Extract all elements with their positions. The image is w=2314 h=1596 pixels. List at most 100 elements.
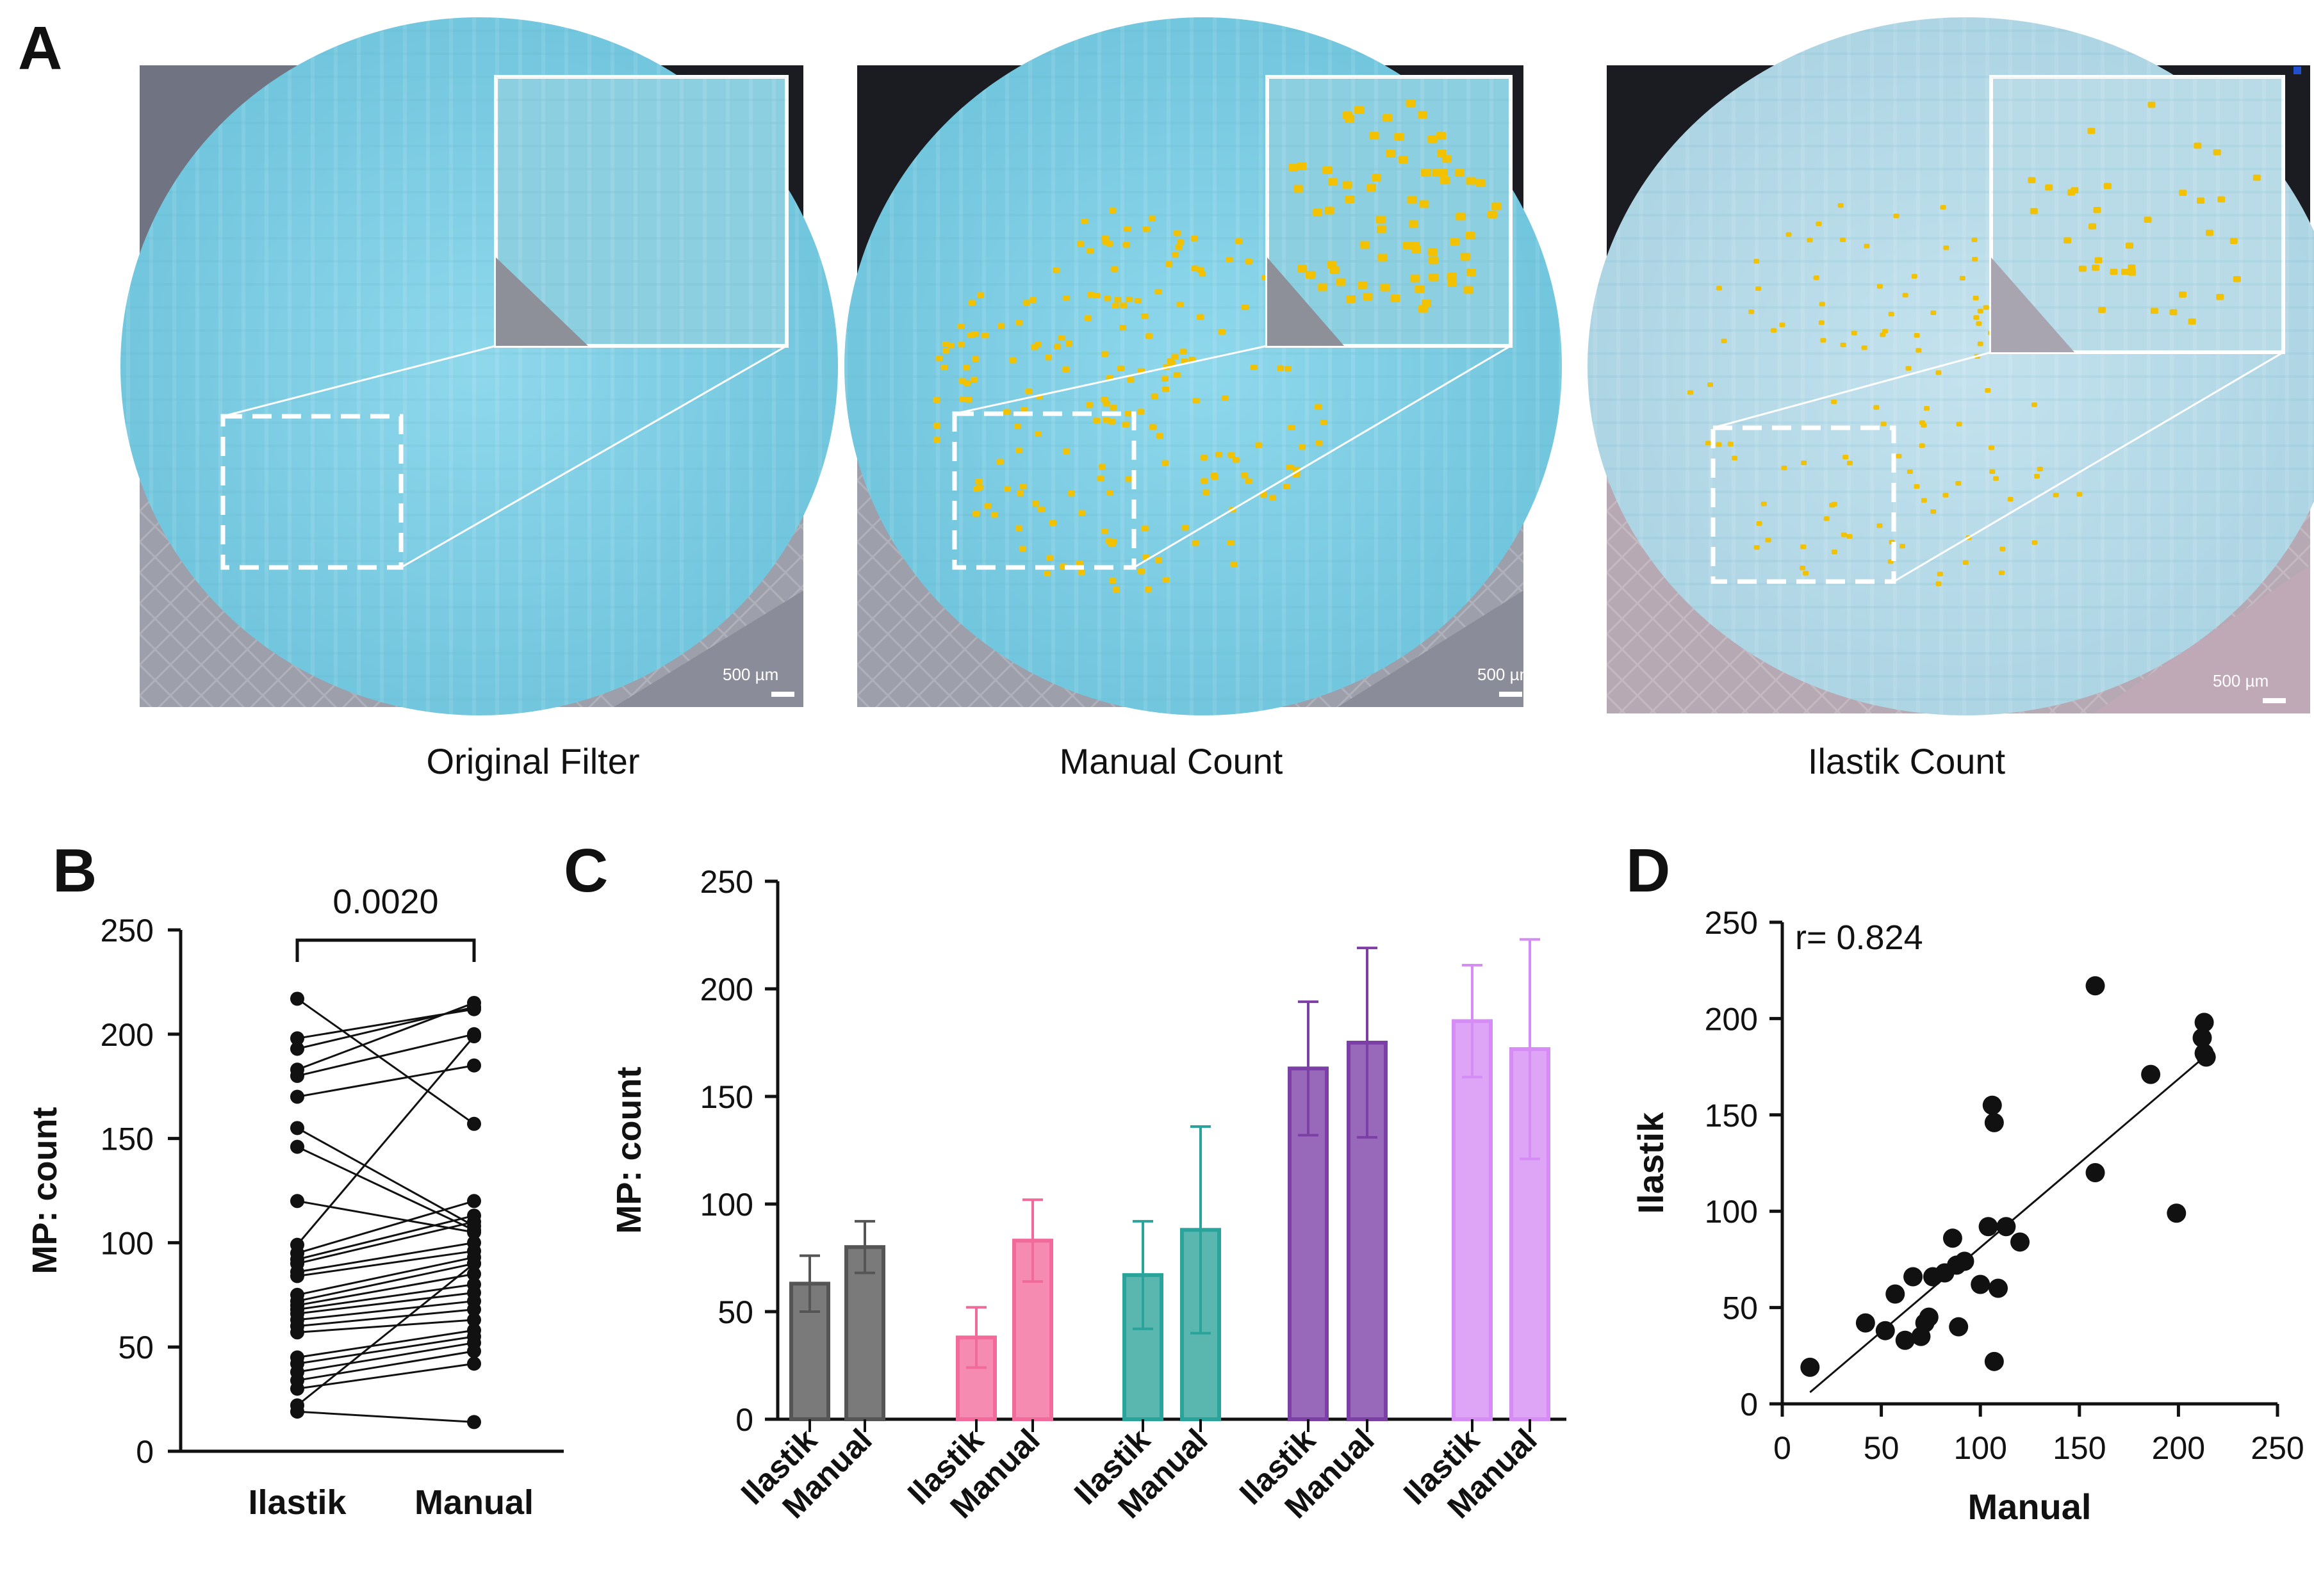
marker-dot xyxy=(2030,208,2038,215)
data-point xyxy=(2085,976,2105,996)
marker-dot xyxy=(1046,555,1054,561)
marker-dot xyxy=(1377,254,1388,262)
marker-dot xyxy=(1120,302,1128,309)
marker-dot xyxy=(965,396,972,403)
marker-dot xyxy=(1390,295,1400,303)
marker-dot xyxy=(1119,325,1127,331)
marker-dot xyxy=(1342,181,1352,189)
data-point xyxy=(1971,1274,1990,1294)
marker-dot xyxy=(1456,213,1466,221)
marker-dot xyxy=(1286,464,1294,470)
marker-dot xyxy=(2150,307,2158,314)
data-point xyxy=(467,995,481,1010)
marker-dot xyxy=(1781,465,1787,471)
marker-dot xyxy=(1460,252,1470,261)
marker-dot xyxy=(1032,500,1040,507)
marker-dot xyxy=(1142,226,1150,232)
marker-dot xyxy=(1972,257,1978,262)
marker-dot xyxy=(2121,268,2129,275)
data-point xyxy=(467,1058,481,1073)
marker-dot xyxy=(1760,501,1767,507)
marker-dot xyxy=(1971,237,1978,243)
marker-dot xyxy=(2045,184,2053,191)
marker-dot xyxy=(1755,286,1762,291)
marker-dot xyxy=(1177,239,1185,245)
marker-dot xyxy=(1999,546,2006,551)
marker-dot xyxy=(1354,106,1365,114)
marker-dot xyxy=(1466,268,1476,277)
marker-dot xyxy=(1122,421,1129,428)
data-point xyxy=(290,1041,304,1056)
scale-bar xyxy=(2263,698,2286,703)
marker-dot xyxy=(1241,472,1249,478)
chart-d: 0 50 100 150 200 250 0 50 100 150 200 250 r= 0.824… xyxy=(1630,905,2304,1527)
marker-dot xyxy=(972,510,980,517)
marker-dot xyxy=(1086,402,1094,408)
marker-dot xyxy=(1038,506,1046,512)
marker-dot xyxy=(1779,322,1785,327)
marker-dot xyxy=(1756,521,1762,526)
marker-dot xyxy=(1003,409,1011,415)
marker-dot xyxy=(1956,421,1962,427)
marker-dot xyxy=(1268,494,1276,501)
marker-dot xyxy=(1989,469,1996,474)
pair-line xyxy=(297,1350,475,1381)
scale-bar-label: 500 µm xyxy=(2213,671,2269,690)
marker-dot xyxy=(1117,365,1124,371)
marker-dot xyxy=(1034,341,1042,348)
data-point xyxy=(290,1139,304,1154)
marker-dot xyxy=(1914,484,1920,489)
marker-dot xyxy=(2252,174,2261,181)
inset-box xyxy=(1265,75,1513,348)
marker-dot xyxy=(1108,419,1115,425)
y-tick-label: 200 xyxy=(1705,1001,1758,1037)
marker-dot xyxy=(996,459,1004,465)
image-ilastik-count: 500 µm xyxy=(1588,17,2314,715)
marker-dot xyxy=(1943,245,1949,250)
marker-dot xyxy=(1245,258,1252,265)
x-tick-label: Ilastik xyxy=(248,1483,347,1522)
data-point xyxy=(467,1214,481,1229)
marker-dot xyxy=(1923,406,1930,411)
caption-ilastik-count: Ilastik Count xyxy=(1808,741,2006,781)
marker-dot xyxy=(1062,295,1070,301)
panel-letter-b: B xyxy=(53,836,97,905)
x-tick-label: 200 xyxy=(2152,1430,2205,1466)
marker-dot xyxy=(1111,266,1119,272)
p-value-label: 0.0020 xyxy=(332,883,438,921)
marker-dot xyxy=(2144,216,2152,223)
marker-dot xyxy=(968,300,976,306)
data-point xyxy=(467,1356,481,1371)
data-point xyxy=(1875,1321,1895,1340)
marker-dot xyxy=(1124,226,1131,232)
marker-dot xyxy=(1151,393,1158,400)
marker-dot xyxy=(1896,453,1902,459)
marker-dot xyxy=(1230,561,1238,567)
marker-dot xyxy=(1196,314,1204,320)
marker-dot xyxy=(1487,210,1497,218)
marker-dot xyxy=(2031,402,2037,407)
marker-dot xyxy=(1993,476,1999,481)
marker-dot xyxy=(1009,357,1017,363)
chart-b: 0 50 100 150 200 250 Ilastik Manual 0.0020 MP:… xyxy=(26,883,564,1522)
marker-dot xyxy=(2033,474,2040,479)
marker-dot xyxy=(1466,177,1476,185)
data-point xyxy=(1984,1351,2004,1371)
marker-dot xyxy=(1122,241,1130,248)
marker-dot xyxy=(1940,205,1946,210)
data-point xyxy=(467,1415,481,1429)
marker-dot xyxy=(1154,289,1162,295)
marker-dot xyxy=(1242,304,1249,311)
marker-dot xyxy=(1200,455,1208,460)
pair-line xyxy=(297,1262,475,1303)
x-tick-label: 0 xyxy=(1773,1430,1791,1466)
data-point xyxy=(290,1068,304,1083)
marker-dot xyxy=(1907,469,1913,475)
panel-letter-a: A xyxy=(18,14,62,83)
data-point xyxy=(467,1312,481,1327)
marker-dot xyxy=(1771,328,1777,333)
y-axis-label: MP: count xyxy=(610,1067,648,1234)
marker-dot xyxy=(1210,473,1218,478)
marker-dot xyxy=(1148,215,1156,222)
